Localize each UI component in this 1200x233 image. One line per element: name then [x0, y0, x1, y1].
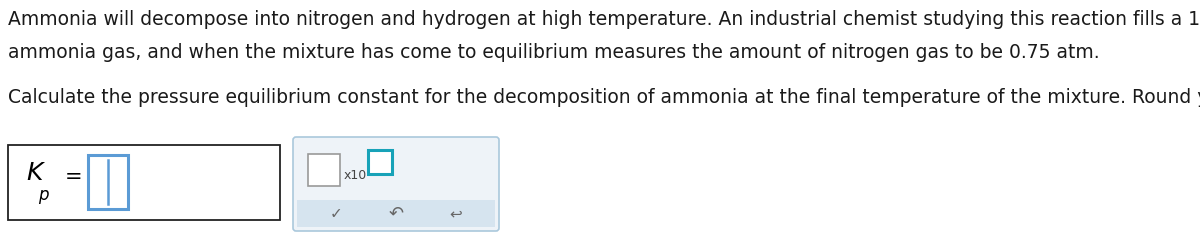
Text: ✓: ✓: [330, 206, 342, 222]
Bar: [88, 155, 128, 209]
Text: ↩: ↩: [450, 206, 462, 222]
Text: $\mathit{p}$: $\mathit{p}$: [38, 188, 50, 206]
Text: Ammonia will decompose into nitrogen and hydrogen at high temperature. An indust: Ammonia will decompose into nitrogen and…: [8, 10, 1200, 29]
Text: x10: x10: [344, 169, 367, 182]
Text: $=$: $=$: [60, 165, 82, 185]
Bar: [308, 154, 340, 186]
FancyBboxPatch shape: [293, 137, 499, 231]
Bar: [298, 200, 496, 227]
Bar: [8, 145, 280, 220]
Bar: [296, 200, 496, 228]
Text: $\mathit{K}$: $\mathit{K}$: [26, 161, 46, 185]
Text: ammonia gas, and when the mixture has come to equilibrium measures the amount of: ammonia gas, and when the mixture has co…: [8, 43, 1099, 62]
Text: ↶: ↶: [389, 205, 403, 223]
Bar: [368, 150, 392, 174]
Text: Calculate the pressure equilibrium constant for the decomposition of ammonia at : Calculate the pressure equilibrium const…: [8, 88, 1200, 107]
